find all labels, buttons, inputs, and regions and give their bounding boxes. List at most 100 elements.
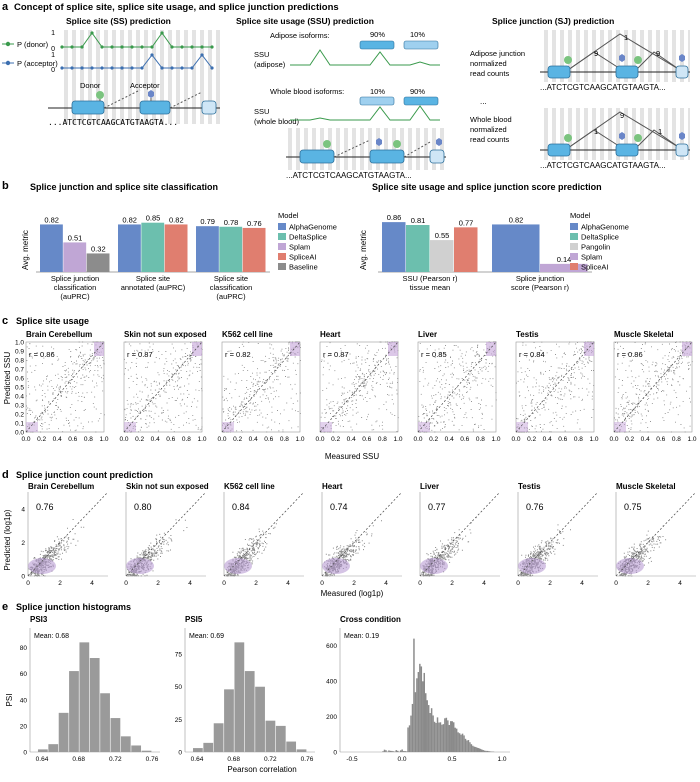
acceptor-legend-marker <box>6 61 10 65</box>
histogram-bar <box>475 747 476 752</box>
histogram-bar <box>48 744 58 752</box>
sj-adipose-label-2: normalized <box>470 59 507 68</box>
ssu-density-corner <box>124 422 136 432</box>
histogram-bar <box>449 725 450 752</box>
histogram-bar <box>474 747 475 752</box>
histogram-xtick: 0.72 <box>109 756 122 763</box>
histogram-ytick: 200 <box>326 714 337 721</box>
b-left-legend-title: Model <box>278 211 299 220</box>
histogram-ytick: 0 <box>333 750 337 757</box>
adipose-isoforms: Adipose isoforms: <box>270 31 330 40</box>
panel-b-left-title: Splice junction and splice site classifi… <box>30 182 218 192</box>
ssu-panel-title: Liver <box>418 330 437 339</box>
ssu-density-corner <box>614 422 626 432</box>
bar-value-label: 0.76 <box>247 219 262 228</box>
panel-b-left-ylabel: Avg. metric <box>21 230 30 270</box>
ssu-xtick: 0.0 <box>609 436 618 443</box>
ssu-xtick: 0.6 <box>656 436 665 443</box>
histogram-bar <box>203 743 213 752</box>
ssu-xtick: 0.4 <box>53 436 62 443</box>
sj-panel-title: Skin not sun exposed <box>126 482 209 491</box>
histogram-bar <box>385 750 386 752</box>
bar-pangolin <box>430 240 454 272</box>
panel-c-ylabel: Predicted SSU <box>3 352 12 405</box>
histogram-bar <box>446 718 447 752</box>
histogram-xtick: 0.64 <box>36 756 49 763</box>
legend-label-spliceai: SpliceAI <box>581 263 609 272</box>
histogram-title: PSI3 <box>30 615 48 624</box>
panel-e-letter: e <box>2 601 8 613</box>
bar-alphagenome <box>382 222 406 272</box>
bar-spliceai <box>454 227 478 272</box>
histogram-bar <box>382 751 383 752</box>
histogram-title: PSI5 <box>185 615 203 624</box>
sj-ytick: 2 <box>21 540 25 547</box>
donor-site-icon <box>96 91 104 99</box>
ssu-ytick: 0.9 <box>15 349 24 356</box>
histogram-xtick: 1.0 <box>497 756 506 763</box>
sj-xtick: 2 <box>58 580 62 587</box>
ssu-xtick: 0.2 <box>527 436 536 443</box>
bar-alphagenome <box>196 226 219 272</box>
bar-value-label: 0.32 <box>91 244 106 253</box>
bar-value-label: 0.51 <box>68 233 83 242</box>
ssu-xtick: 0.0 <box>315 436 324 443</box>
sj-xtick: 0 <box>26 580 30 587</box>
histogram-bar <box>487 751 488 752</box>
legend-swatch-pangolin <box>570 243 578 250</box>
sj-xtick: 0 <box>320 580 324 587</box>
histogram-xtick: 0.68 <box>227 756 240 763</box>
ssu-ytick: 0.5 <box>15 385 24 392</box>
ssu-ytick: 0.3 <box>15 403 24 410</box>
panel-a-letter: a <box>2 1 9 13</box>
sj-xtick: 2 <box>450 580 454 587</box>
histogram-bar <box>38 749 48 752</box>
histogram-bar <box>59 713 69 752</box>
histogram-bar <box>472 746 473 752</box>
legend-swatch-alphagenome <box>570 223 578 230</box>
bar-value-label: 0.82 <box>169 215 184 224</box>
histogram-xtick: 0.68 <box>72 756 85 763</box>
legend-label-deltasplice: DeltaSplice <box>581 233 619 242</box>
histogram-bar <box>437 717 438 752</box>
sj-blood-label-1: Whole blood <box>470 115 512 124</box>
histogram-bar <box>412 704 413 752</box>
ssu-ytick: 0.2 <box>15 412 24 419</box>
sj-ytick: 0 <box>21 574 25 581</box>
bar-value-label: 0.78 <box>224 218 239 227</box>
sj-adipose-count-2: 9 <box>594 49 598 58</box>
b-left-legend: AlphaGenomeDeltaSpliceSplamSpliceAIBasel… <box>278 223 337 272</box>
ssu-xtick: 0.6 <box>558 436 567 443</box>
sj-ellipsis: ... <box>480 97 487 106</box>
histogram-bar <box>297 749 307 752</box>
histogram-ytick: 75 <box>175 652 183 659</box>
panel-b-right-title: Splice site usage and splice junction sc… <box>372 182 602 192</box>
bar-category-label: classification <box>210 283 253 292</box>
ssu-xtick: 0.0 <box>119 436 128 443</box>
bar-spliceai <box>243 228 266 272</box>
sj-adipose-label-3: read counts <box>470 69 509 78</box>
legend-swatch-spliceai <box>570 263 578 270</box>
sj-blood-count-2: 1 <box>594 127 598 136</box>
ssu-xtick: 0.6 <box>264 436 273 443</box>
blood-isoforms: Whole blood isoforms: <box>270 87 344 96</box>
sj-density-core <box>28 558 56 574</box>
histogram-bar <box>142 751 152 752</box>
panel-b-letter: b <box>2 180 9 192</box>
legend-label-deltasplice: DeltaSplice <box>289 233 327 242</box>
ssu-blood-track <box>290 106 440 120</box>
panel-c-title: Splice site usage <box>16 316 89 326</box>
ssu-density-corner <box>418 422 430 432</box>
bar-deltasplice <box>219 227 242 272</box>
ssu-r-label: r = 0.85 <box>421 350 447 359</box>
sj-sequence-1: ...ATCTCGTCAAGCATGTAAGTA... <box>540 83 666 92</box>
sj-r-label: 0.80 <box>134 502 152 512</box>
histogram-bar <box>415 692 416 752</box>
sj-panel-title: Heart <box>322 482 343 491</box>
acceptor-label: Acceptor <box>130 81 160 90</box>
ssu-xtick: 0.0 <box>413 436 422 443</box>
sj-density-core <box>126 558 154 574</box>
